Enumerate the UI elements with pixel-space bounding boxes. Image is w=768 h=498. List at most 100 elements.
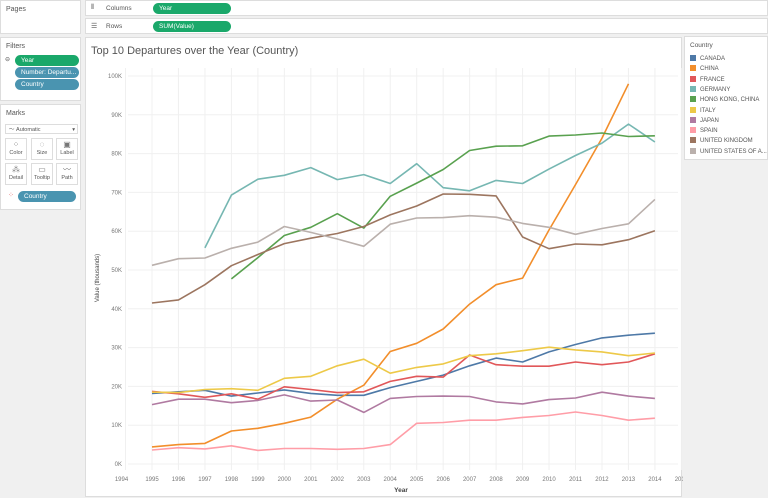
x-tick-label: 2011: [569, 477, 583, 483]
label-button[interactable]: ▣ Label: [56, 138, 78, 160]
series-line-china[interactable]: [151, 83, 630, 448]
legend-label: CHINA: [700, 66, 719, 73]
legend-swatch: [690, 96, 696, 103]
y-tick-label: 100K: [108, 74, 122, 80]
filter-number-departures[interactable]: Number: Departu...: [15, 67, 79, 78]
series-line-germany[interactable]: [204, 123, 656, 249]
x-tick-label: 1996: [172, 477, 186, 483]
detail-icon: ⁂: [12, 165, 20, 174]
x-axis-title: Year: [394, 487, 408, 494]
series-line-united-kingdom[interactable]: [151, 193, 656, 304]
legend-label: UNITED KINGDOM: [700, 138, 753, 145]
series-line-japan[interactable]: [151, 391, 655, 414]
rows-icon: ☰: [91, 23, 98, 30]
calendar-icon: ⊖: [5, 57, 11, 63]
path-icon: 〰: [63, 165, 71, 174]
size-button[interactable]: ◌ Size: [31, 138, 53, 160]
x-tick-label: 2000: [278, 477, 292, 483]
legend-swatch: [690, 65, 696, 72]
x-tick-label: 1998: [225, 477, 239, 483]
color-icon: ⁘: [12, 140, 20, 149]
legend-label: GERMANY: [700, 86, 731, 93]
legend-item[interactable]: FRANCE: [690, 75, 725, 83]
legend-label: CANADA: [700, 56, 726, 62]
y-tick-label: 40K: [111, 307, 122, 313]
filters-card: Filters ⊖ Year Number: Departu... Countr…: [0, 37, 81, 101]
chart-pane: Top 10 Departures over the Year (Country…: [85, 37, 683, 497]
y-tick-label: 10K: [111, 423, 122, 429]
legend-swatch: [690, 106, 696, 113]
x-tick-label: 2008: [489, 477, 503, 483]
series-line-italy[interactable]: [151, 346, 655, 394]
path-button[interactable]: 〰 Path: [56, 163, 78, 185]
x-tick-label: 2003: [357, 477, 371, 483]
legend-swatch: [690, 55, 696, 61]
pages-title: Pages: [6, 6, 26, 13]
x-tick-label: 2005: [410, 477, 424, 483]
rows-sum-value-pill[interactable]: SUM(Value): [153, 21, 231, 32]
legend-swatch: [690, 127, 696, 134]
y-axis-title: Value (thousands): [95, 254, 101, 302]
legend-label: JAPAN: [700, 117, 719, 124]
marks-card: Marks 〜 Automatic ▾ ⁘ Color ◌ Size ▣ Label …: [0, 104, 81, 210]
x-tick-label: 2001: [304, 477, 318, 483]
line-chart: Top 10 Departures over the Year (Country…: [91, 45, 683, 494]
marks-title: Marks: [6, 110, 26, 117]
size-icon: ◌: [39, 140, 45, 149]
x-tick-label: 1995: [145, 477, 159, 483]
legend-label: ITALY: [700, 107, 716, 114]
x-tick-label: 2007: [463, 477, 477, 483]
columns-shelf: ⦀ Columns Year: [85, 0, 768, 16]
x-tick-label: 1999: [251, 477, 265, 483]
filter-country[interactable]: Country: [15, 79, 79, 90]
legend-item[interactable]: HONG KONG, CHINA: [690, 96, 759, 103]
mark-type-value: Automatic: [16, 127, 41, 133]
legend-item[interactable]: CHINA: [690, 65, 719, 72]
color-legend-icon: ⁘: [8, 192, 14, 199]
marks-color-country-pill[interactable]: Country: [18, 191, 76, 202]
x-tick-label: 2014: [648, 477, 662, 483]
tooltip-button[interactable]: ▭ Tooltip: [31, 163, 53, 185]
legend-title: Country: [690, 42, 713, 49]
columns-year-pill[interactable]: Year: [153, 3, 231, 14]
mark-type-dropdown[interactable]: 〜 Automatic ▾: [5, 124, 78, 134]
x-tick-label: 2012: [595, 477, 609, 483]
series-line-canada[interactable]: [151, 332, 655, 397]
x-tick-label: 2006: [436, 477, 450, 483]
legend-swatch: [690, 137, 696, 144]
series-line-spain[interactable]: [151, 411, 655, 452]
legend-item[interactable]: CANADA: [690, 55, 725, 62]
x-tick-label: 2002: [331, 477, 345, 483]
legend-swatch: [690, 147, 696, 154]
columns-label: Columns: [106, 5, 132, 12]
legend-item[interactable]: JAPAN: [690, 116, 719, 124]
series-line-united-states-of-a-[interactable]: [151, 198, 656, 267]
color-button[interactable]: ⁘ Color: [5, 138, 27, 160]
x-tick-label: 2004: [384, 477, 398, 483]
legend-swatch: [690, 85, 696, 92]
legend-item[interactable]: UNITED STATES OF A...: [690, 147, 767, 155]
filters-title: Filters: [6, 43, 26, 50]
rows-label: Rows: [106, 23, 123, 30]
legend-item[interactable]: GERMANY: [690, 85, 731, 93]
x-tick-label: 1994: [115, 477, 129, 483]
legend-label: UNITED STATES OF A...: [700, 148, 767, 155]
y-tick-label: 30K: [111, 346, 122, 352]
y-tick-label: 80K: [111, 152, 122, 158]
legend-item[interactable]: SPAIN: [690, 127, 718, 134]
filter-year[interactable]: Year: [15, 55, 79, 66]
legend-item[interactable]: ITALY: [690, 106, 716, 114]
y-tick-label: 90K: [111, 113, 122, 119]
line-icon: 〜: [9, 127, 15, 133]
legend-label: HONG KONG, CHINA: [700, 97, 760, 104]
x-tick-label: 2015: [675, 477, 683, 483]
chevron-down-icon: ▾: [72, 127, 75, 133]
series-line-france[interactable]: [151, 353, 656, 401]
label-icon: ▣: [63, 140, 71, 149]
legend-item[interactable]: UNITED KINGDOM: [690, 137, 753, 144]
chart-title: Top 10 Departures over the Year (Country…: [91, 45, 298, 57]
x-tick-label: 2010: [542, 477, 556, 483]
y-tick-label: 60K: [111, 229, 122, 235]
x-tick-label: 2009: [516, 477, 530, 483]
detail-button[interactable]: ⁂ Detail: [5, 163, 27, 185]
